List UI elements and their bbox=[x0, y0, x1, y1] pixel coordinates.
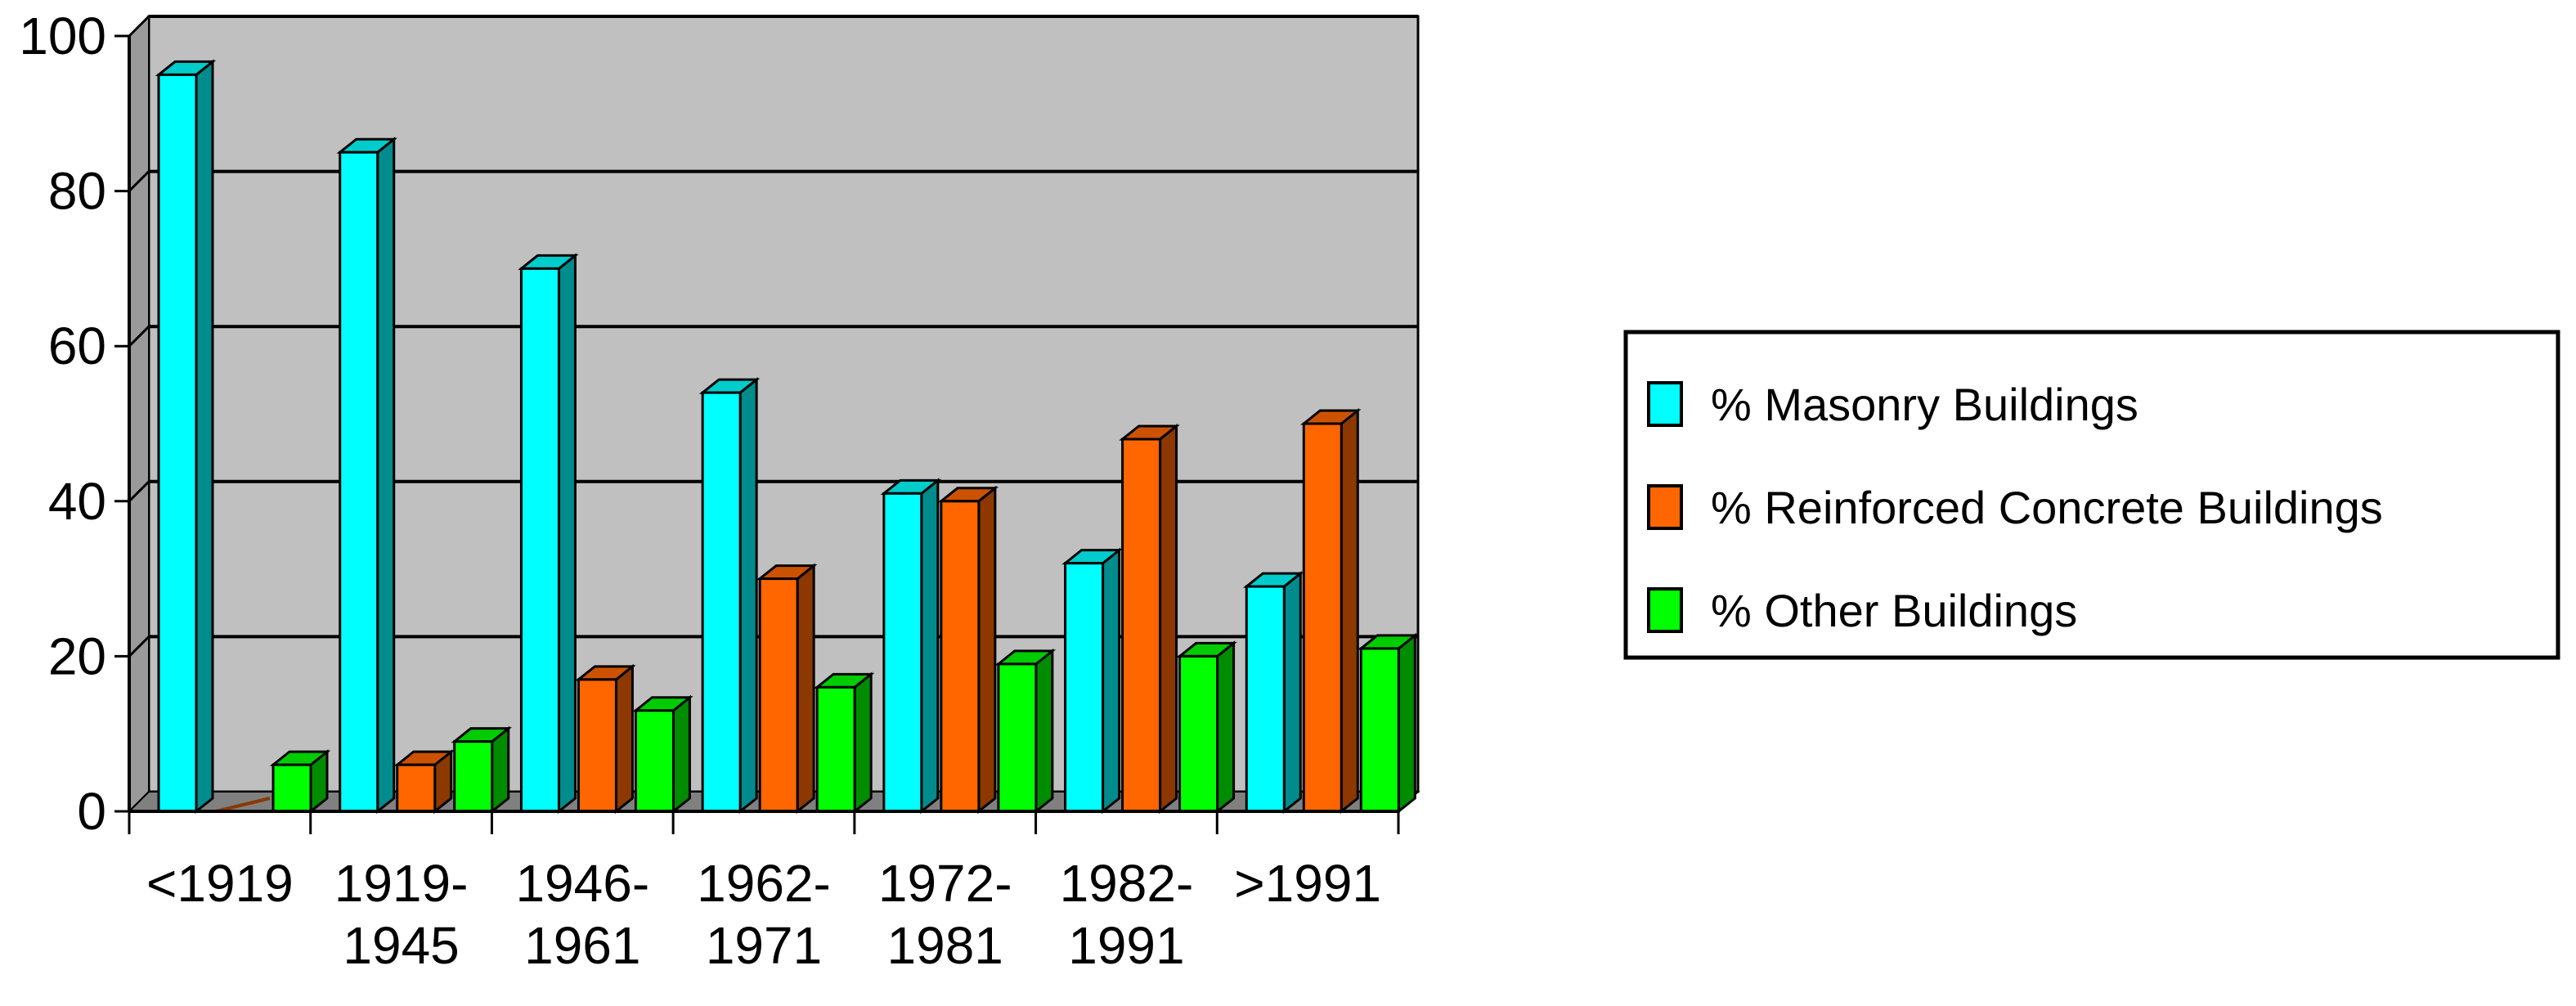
bar-3-2 bbox=[451, 725, 512, 815]
bar-1-7 bbox=[1243, 570, 1304, 815]
y-tick-label: 0 bbox=[77, 782, 106, 841]
legend-label: % Masonry Buildings bbox=[1711, 379, 2138, 430]
legend-item-3: % Other Buildings bbox=[1647, 585, 2077, 636]
bar-2-4 bbox=[756, 563, 818, 815]
bar-3-3 bbox=[632, 694, 693, 815]
y-tick-label: 20 bbox=[48, 627, 106, 685]
gridline-side bbox=[128, 480, 150, 502]
bar-2-2 bbox=[393, 748, 455, 815]
bars-group bbox=[155, 59, 1419, 815]
legend-label: % Other Buildings bbox=[1711, 585, 2077, 636]
bar-1-3 bbox=[518, 253, 579, 815]
axes bbox=[128, 36, 1398, 813]
legend-swatch bbox=[1647, 381, 1683, 427]
bar-1-2 bbox=[336, 137, 397, 815]
x-tick-label: 1982-1991 bbox=[1060, 854, 1194, 975]
bar-1-6 bbox=[1061, 547, 1123, 815]
x-tick-label: <1919 bbox=[146, 854, 294, 913]
bar-2-1 bbox=[215, 797, 271, 813]
y-tick-label: 100 bbox=[19, 7, 106, 65]
gridline-side bbox=[128, 170, 150, 192]
y-axis-ticks: 0 20 40 60 80 100 bbox=[19, 7, 129, 841]
bar-1-5 bbox=[880, 478, 942, 815]
x-tick-label: 1919-1945 bbox=[334, 854, 469, 975]
legend-item-1: % Masonry Buildings bbox=[1647, 379, 2138, 430]
x-tick-label: 1946-1961 bbox=[515, 854, 649, 975]
gridline-side bbox=[128, 635, 150, 658]
bar-2-6 bbox=[1119, 423, 1180, 815]
plot-side-wall bbox=[128, 14, 150, 814]
x-tick-label: 1962-1971 bbox=[697, 854, 831, 975]
bar-3-6 bbox=[1176, 640, 1237, 815]
x-axis-ticks: <1919 1919-1945 1946-1961 1962-1971 1972-198… bbox=[128, 811, 1400, 975]
bar-1-4 bbox=[698, 376, 761, 815]
legend: % Masonry Buildings % Reinforced Concrete… bbox=[1623, 330, 2560, 660]
gridline-side bbox=[128, 326, 150, 348]
bar-2-3 bbox=[575, 663, 636, 815]
bar-3-5 bbox=[994, 648, 1057, 815]
bar-3-4 bbox=[813, 671, 875, 815]
legend-item-2: % Reinforced Concrete Buildings bbox=[1647, 482, 2383, 533]
bar-3-1 bbox=[269, 748, 331, 815]
legend-box bbox=[1623, 330, 2560, 660]
gridline-side bbox=[128, 15, 150, 38]
legend-swatch bbox=[1647, 484, 1683, 530]
y-tick-label: 60 bbox=[48, 317, 106, 375]
x-tick-label: 1972-1981 bbox=[878, 854, 1012, 975]
legend-label: % Reinforced Concrete Buildings bbox=[1711, 482, 2383, 533]
bar-3-7 bbox=[1358, 632, 1419, 815]
y-tick-label: 80 bbox=[48, 162, 106, 221]
x-tick-label: >1991 bbox=[1234, 854, 1381, 913]
bar-1-1 bbox=[155, 59, 217, 815]
y-tick-label: 40 bbox=[48, 472, 106, 531]
bar-2-7 bbox=[1300, 407, 1362, 815]
bar-2-5 bbox=[937, 485, 999, 815]
legend-swatch bbox=[1647, 587, 1683, 633]
